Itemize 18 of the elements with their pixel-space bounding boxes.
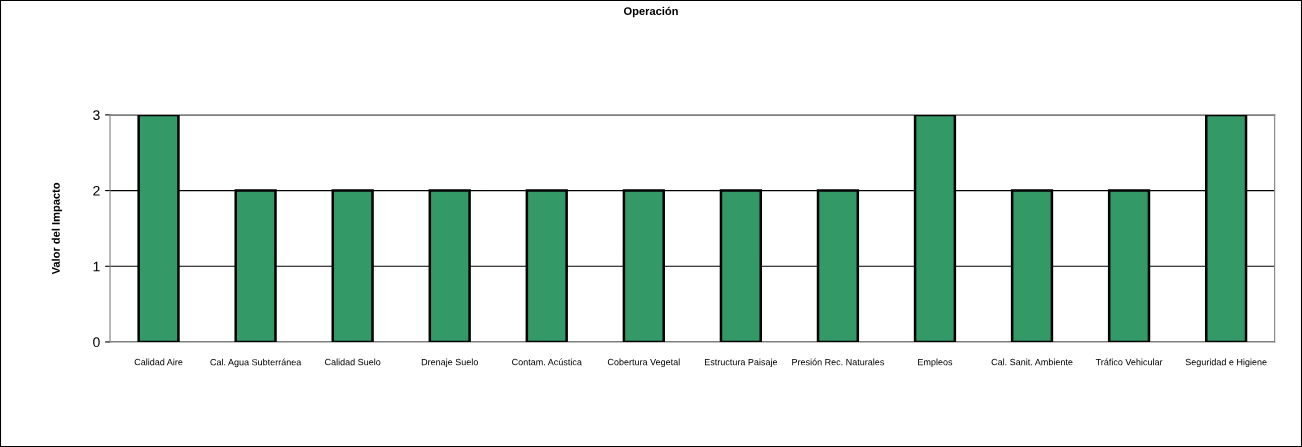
x-tick-label: Presión Rec. Naturales [792, 358, 885, 366]
x-tick-label: Calidad Aire [134, 358, 183, 366]
x-tick-label: Empleos [918, 358, 953, 368]
x-tick-label: Tráfico Vehicular [1095, 358, 1163, 366]
x-tick-label: Cobertura Vegetal [607, 358, 680, 368]
y-tick-label: 0 [93, 337, 100, 348]
x-tick-label: Calidad Suelo [325, 358, 381, 366]
y-tick-label: 3 [93, 110, 100, 121]
x-tick-label: Drenaje Suelo [421, 358, 478, 368]
x-tick-label: Cal. Agua Subterránea [210, 358, 302, 368]
y-tick-label: 1 [93, 261, 100, 272]
y-tick-label: 2 [93, 185, 100, 196]
x-tick-label: Cal. Sanit. Ambiente [991, 358, 1073, 366]
chart-title: Operación [623, 6, 678, 18]
x-tick-label: Contam. Acústica [512, 358, 582, 366]
y-axis-title: Valor del Impacto [51, 182, 63, 275]
x-tick-label: Estructura Paisaje [704, 358, 778, 368]
x-tick-label: Seguridad e Higiene [1185, 358, 1267, 368]
